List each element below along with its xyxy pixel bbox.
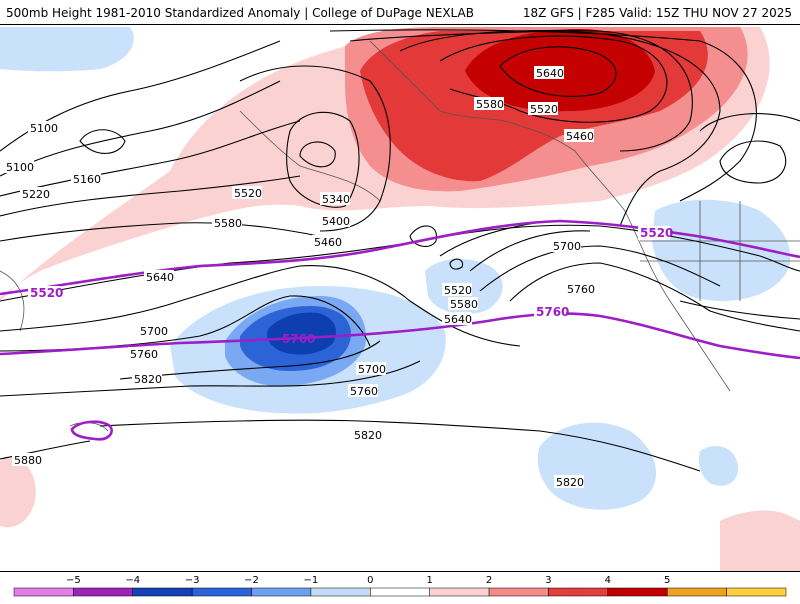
contour-label: 5580 bbox=[476, 98, 504, 111]
contour-label: 5700 bbox=[553, 240, 581, 253]
anomaly-neg-6 bbox=[652, 199, 791, 301]
highlight-label: 5760 bbox=[536, 305, 569, 319]
legend-tick-label: −2 bbox=[244, 575, 259, 586]
contour-label: 5160 bbox=[73, 173, 101, 186]
legend-swatch bbox=[310, 587, 371, 597]
color-legend: −5 −4 −3 −2 −1 0 1 2 3 4 5 bbox=[0, 572, 800, 600]
legend-swatch bbox=[191, 587, 252, 597]
contour-label: 5820 bbox=[134, 373, 162, 386]
legend-swatch bbox=[429, 587, 490, 597]
contour-labels: 5100 5100 5160 5220 5340 5400 5460 5520 … bbox=[4, 66, 595, 489]
contour-label: 5460 bbox=[314, 236, 342, 249]
contour-label: 5700 bbox=[358, 363, 386, 376]
contour-label: 5580 bbox=[214, 217, 242, 230]
contour-label: 5520 bbox=[444, 284, 472, 297]
legend-swatch bbox=[607, 587, 668, 597]
anomaly-neg-nw bbox=[0, 27, 134, 72]
legend-tick-label: 4 bbox=[605, 575, 611, 586]
legend-swatch bbox=[488, 587, 549, 597]
contour-label: 5760 bbox=[130, 348, 158, 361]
highlight-label: 5520 bbox=[640, 226, 673, 240]
legend-swatch bbox=[13, 587, 74, 597]
run-valid-time: 18Z GFS | F285 Valid: 15Z THU NOV 27 202… bbox=[522, 6, 792, 20]
legend-swatch bbox=[132, 587, 193, 597]
highlight-label: 5520 bbox=[30, 286, 63, 300]
contour-label: 5640 bbox=[146, 271, 174, 284]
contour-label: 5100 bbox=[30, 122, 58, 135]
contour-label: 5100 bbox=[6, 161, 34, 174]
legend-tick-label: 2 bbox=[486, 575, 492, 586]
contour-label: 5880 bbox=[14, 454, 42, 467]
highlight-label: 5760 bbox=[282, 332, 315, 346]
contour-label: 5760 bbox=[567, 283, 595, 296]
legend-swatch bbox=[73, 587, 134, 597]
contour-label: 5520 bbox=[234, 187, 262, 200]
anomaly-neg-4 bbox=[267, 312, 337, 355]
legend-tick-label: 1 bbox=[427, 575, 433, 586]
height-contours bbox=[0, 29, 800, 472]
contour-label: 5400 bbox=[322, 215, 350, 228]
legend-tick-label: −4 bbox=[125, 575, 140, 586]
contour-label: 5520 bbox=[530, 103, 558, 116]
map-header: 500mb Height 1981-2010 Standardized Anom… bbox=[0, 0, 800, 24]
contour-label: 5700 bbox=[140, 325, 168, 338]
map-title: 500mb Height 1981-2010 Standardized Anom… bbox=[6, 6, 474, 20]
map-panel[interactable]: 5100 5100 5160 5220 5340 5400 5460 5520 … bbox=[0, 24, 800, 572]
legend-swatch bbox=[726, 587, 787, 597]
anomaly-pos-6 bbox=[720, 510, 800, 571]
anomaly-pos-5 bbox=[0, 458, 36, 528]
contour-label: 5460 bbox=[566, 130, 594, 143]
contour-label: 5820 bbox=[556, 476, 584, 489]
legend-tick-label: −5 bbox=[66, 575, 81, 586]
contour-label: 5760 bbox=[350, 385, 378, 398]
contour-label: 5220 bbox=[22, 188, 50, 201]
anomaly-neg-8 bbox=[698, 446, 739, 486]
legend-bar: −5 −4 −3 −2 −1 0 1 2 3 4 5 bbox=[13, 575, 787, 597]
legend-swatch bbox=[251, 587, 312, 597]
contour-label: 5340 bbox=[322, 193, 350, 206]
weather-map[interactable]: 5100 5100 5160 5220 5340 5400 5460 5520 … bbox=[0, 25, 800, 572]
legend-tick-label: 3 bbox=[545, 575, 551, 586]
legend-swatch bbox=[666, 587, 727, 597]
contour-5880-island bbox=[70, 420, 113, 441]
legend-tick-label: 0 bbox=[367, 575, 373, 586]
legend-swatch bbox=[548, 587, 609, 597]
legend-swatch bbox=[370, 587, 430, 597]
contour-label: 5640 bbox=[444, 313, 472, 326]
legend-tick-label: −3 bbox=[185, 575, 200, 586]
highlight-contour-labels: 5520 5520 5760 5760 bbox=[28, 226, 673, 346]
legend-tick-label: −1 bbox=[304, 575, 319, 586]
contour-label: 5820 bbox=[354, 429, 382, 442]
legend-tick-label: 5 bbox=[664, 575, 670, 586]
contour-label: 5640 bbox=[536, 67, 564, 80]
contour-label: 5580 bbox=[450, 298, 478, 311]
